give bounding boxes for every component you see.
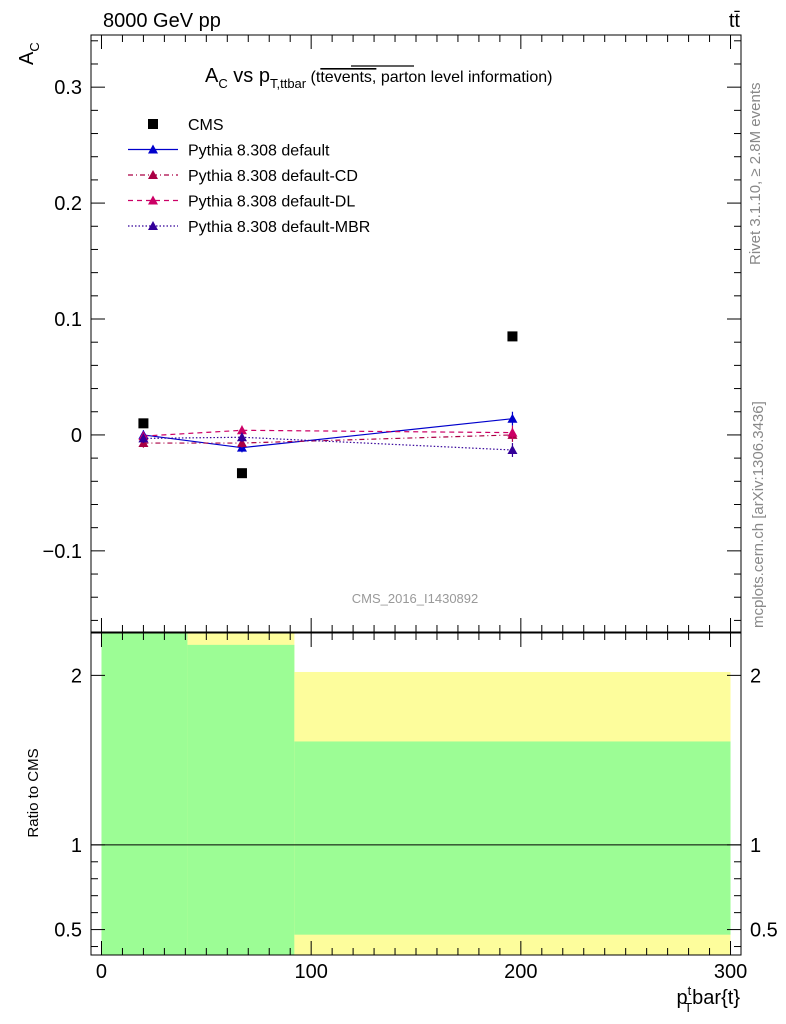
ratio-bands [101, 633, 731, 955]
series-marker [507, 413, 518, 423]
ratio-band-green [294, 741, 731, 935]
y-axis-label-sub: C [27, 42, 42, 51]
series-line [143, 429, 513, 437]
series-marker [138, 433, 149, 443]
x-axis-label: pt Tbar{t} [676, 983, 740, 1015]
y-tick-label: 0.3 [54, 77, 82, 99]
title-main: A [205, 65, 219, 87]
x-tick-label: 100 [294, 961, 327, 983]
data-point [507, 331, 518, 342]
source-label: mcplots.cern.ch [arXiv:1306.3436] [750, 401, 767, 628]
title-paren-open: ( [306, 69, 316, 86]
ratio-axis-label: Ratio to CMS [25, 748, 42, 837]
ratio-tick-label: 2 [750, 665, 761, 687]
legend-label: Pythia 8.308 default-CD [188, 168, 358, 185]
ratio-tick-label: 1 [71, 835, 82, 857]
ratio-tick-label: 1 [750, 835, 761, 857]
legend-label: Pythia 8.308 default [188, 143, 330, 160]
x-axis-label-sub: T [684, 1000, 692, 1015]
legend-label: Pythia 8.308 default-MBR [188, 219, 370, 236]
series-marker [236, 432, 247, 442]
legend-label: CMS [188, 117, 224, 134]
title-paren-over: tevents, [320, 69, 376, 86]
y-tick-label: 0.2 [54, 193, 82, 215]
y-axis-label-main: A [16, 51, 38, 65]
x-axis-label-sup: t [688, 983, 692, 998]
y-axis-label: AC [16, 42, 42, 65]
title-paren-plain: t [316, 69, 321, 86]
title-vs-sub: T,ttbar [270, 76, 307, 91]
y-tick-label: 0.1 [54, 309, 82, 331]
data-point [138, 418, 149, 429]
legend-label: Pythia 8.308 default-DL [188, 194, 355, 211]
x-tick-label: 300 [714, 961, 747, 983]
axes: 0.3 0.2 0.1 0 −0.1 0 100 200 300 2 2 1 1 0.5 0.5 [43, 35, 778, 983]
ratio-tick-label: 2 [71, 665, 82, 687]
x-axis-label-rest: bar{t} [692, 987, 740, 1009]
ratio-band-green [187, 644, 295, 955]
plot-title: AC vs pT,ttbar (ttevents, parton level i… [205, 65, 552, 91]
title-vs: vs p [228, 65, 270, 87]
x-tick-label: 200 [504, 961, 537, 983]
y-tick-label: 0 [71, 425, 82, 447]
legend-marker [148, 170, 158, 179]
legend-marker [148, 195, 158, 205]
x-axis-label-main: p [676, 987, 687, 1009]
series-marker [507, 427, 518, 437]
legend-marker [148, 144, 158, 154]
rivet-label: Rivet 3.1.10, ≥ 2.8M events [747, 83, 764, 266]
mc-series-layer [138, 411, 518, 457]
x-tick-label: 0 [96, 961, 107, 983]
process-label: tt̄ [729, 10, 741, 32]
ratio-tick-label: 0.5 [750, 920, 778, 942]
legend-marker [148, 221, 158, 230]
series-marker [236, 438, 247, 448]
legend: CMS Pythia 8.308 default Pythia 8.308 defa… [128, 117, 370, 236]
analysis-watermark: CMS_2016_I1430892 [352, 591, 479, 606]
series-line [143, 436, 513, 451]
data-point [236, 468, 247, 479]
ratio-tick-label: 0.5 [54, 920, 82, 942]
series-marker [507, 445, 518, 455]
energy-label: 8000 GeV pp [103, 10, 221, 32]
legend-marker-cms [148, 119, 158, 129]
ratio-band-green [101, 633, 188, 955]
data-series-layer [138, 331, 518, 479]
series-marker [236, 425, 247, 435]
title-main-sub: C [218, 76, 227, 91]
y-tick-label: −0.1 [43, 541, 82, 563]
title-paren-rest: parton level information) [376, 69, 552, 86]
